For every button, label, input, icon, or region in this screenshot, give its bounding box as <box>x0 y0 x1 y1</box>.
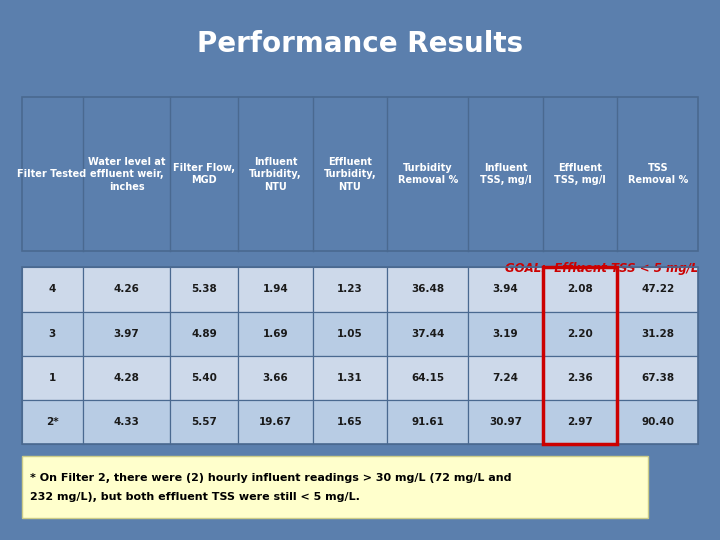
Text: 3.97: 3.97 <box>114 329 140 339</box>
Bar <box>312 400 387 444</box>
Text: 91.61: 91.61 <box>411 417 444 427</box>
Text: 2.20: 2.20 <box>567 329 593 339</box>
Bar <box>83 400 171 444</box>
Bar <box>22 400 83 444</box>
Text: 1.05: 1.05 <box>337 329 363 339</box>
Text: 19.67: 19.67 <box>259 417 292 427</box>
Bar <box>22 267 698 444</box>
Bar <box>171 356 238 400</box>
Text: 67.38: 67.38 <box>642 373 675 383</box>
Text: 7.24: 7.24 <box>492 373 518 383</box>
Text: 4.26: 4.26 <box>114 285 140 294</box>
Text: 4: 4 <box>48 285 55 294</box>
Text: 1: 1 <box>48 373 55 383</box>
Text: 5.40: 5.40 <box>192 373 217 383</box>
Bar <box>468 312 543 356</box>
Bar <box>171 312 238 356</box>
Bar <box>387 400 468 444</box>
Text: Effluent
TSS, mg/l: Effluent TSS, mg/l <box>554 163 606 185</box>
Text: 5.57: 5.57 <box>192 417 217 427</box>
Bar <box>387 356 468 400</box>
Bar <box>312 356 387 400</box>
Text: 31.28: 31.28 <box>642 329 675 339</box>
Bar <box>22 97 698 251</box>
Bar <box>22 312 83 356</box>
Text: 3.94: 3.94 <box>492 285 518 294</box>
Bar <box>83 356 171 400</box>
Bar <box>617 400 698 444</box>
Text: 1.65: 1.65 <box>337 417 363 427</box>
Bar <box>468 267 543 312</box>
Text: 232 mg/L), but both effluent TSS were still < 5 mg/L.: 232 mg/L), but both effluent TSS were st… <box>30 492 360 502</box>
Bar <box>387 267 468 312</box>
Bar <box>312 312 387 356</box>
Text: Filter Tested: Filter Tested <box>17 169 86 179</box>
Text: 2.36: 2.36 <box>567 373 593 383</box>
Text: Effluent
Turbidity,
NTU: Effluent Turbidity, NTU <box>323 157 376 192</box>
Text: Influent
TSS, mg/l: Influent TSS, mg/l <box>480 163 531 185</box>
Bar <box>83 267 171 312</box>
Text: 4.28: 4.28 <box>114 373 140 383</box>
Text: GOAL:  Effluent TSS < 5 mg/L: GOAL: Effluent TSS < 5 mg/L <box>505 262 698 275</box>
Bar <box>543 312 617 356</box>
Text: 2.97: 2.97 <box>567 417 593 427</box>
Text: 2.08: 2.08 <box>567 285 593 294</box>
Text: 1.23: 1.23 <box>337 285 363 294</box>
Text: 90.40: 90.40 <box>642 417 675 427</box>
Bar <box>238 356 312 400</box>
Bar <box>387 312 468 356</box>
Bar <box>22 356 83 400</box>
Text: 1.31: 1.31 <box>337 373 363 383</box>
Bar <box>468 356 543 400</box>
Text: * On Filter 2, there were (2) hourly influent readings > 30 mg/L (72 mg/L and: * On Filter 2, there were (2) hourly inf… <box>30 472 512 483</box>
Bar <box>543 267 617 312</box>
Text: 30.97: 30.97 <box>489 417 522 427</box>
Text: 1.69: 1.69 <box>263 329 288 339</box>
Text: 4.89: 4.89 <box>192 329 217 339</box>
Bar <box>617 356 698 400</box>
Bar <box>543 267 617 444</box>
Bar <box>238 267 312 312</box>
Bar <box>617 312 698 356</box>
Text: 5.38: 5.38 <box>192 285 217 294</box>
Text: Turbidity
Removal %: Turbidity Removal % <box>397 163 458 185</box>
Text: TSS
Removal %: TSS Removal % <box>628 163 688 185</box>
Bar <box>468 400 543 444</box>
Text: 64.15: 64.15 <box>411 373 444 383</box>
Bar <box>238 312 312 356</box>
Text: 3.66: 3.66 <box>263 373 288 383</box>
Text: Influent
Turbidity,
NTU: Influent Turbidity, NTU <box>249 157 302 192</box>
Text: Filter Flow,
MGD: Filter Flow, MGD <box>174 163 235 185</box>
Bar <box>543 356 617 400</box>
Text: 47.22: 47.22 <box>642 285 675 294</box>
Bar <box>617 267 698 312</box>
Text: 2*: 2* <box>46 417 58 427</box>
Bar <box>312 267 387 312</box>
Bar <box>171 267 238 312</box>
Text: 4.33: 4.33 <box>114 417 140 427</box>
Bar <box>171 400 238 444</box>
Bar <box>83 312 171 356</box>
Bar <box>22 456 648 518</box>
Text: 36.48: 36.48 <box>411 285 444 294</box>
Text: 1.94: 1.94 <box>263 285 288 294</box>
Bar <box>543 400 617 444</box>
Bar <box>238 400 312 444</box>
Text: Water level at
effluent weir,
inches: Water level at effluent weir, inches <box>88 157 166 192</box>
Bar <box>22 267 83 312</box>
Text: 37.44: 37.44 <box>411 329 444 339</box>
Text: 3: 3 <box>48 329 55 339</box>
Text: Performance Results: Performance Results <box>197 30 523 58</box>
Text: 3.19: 3.19 <box>492 329 518 339</box>
